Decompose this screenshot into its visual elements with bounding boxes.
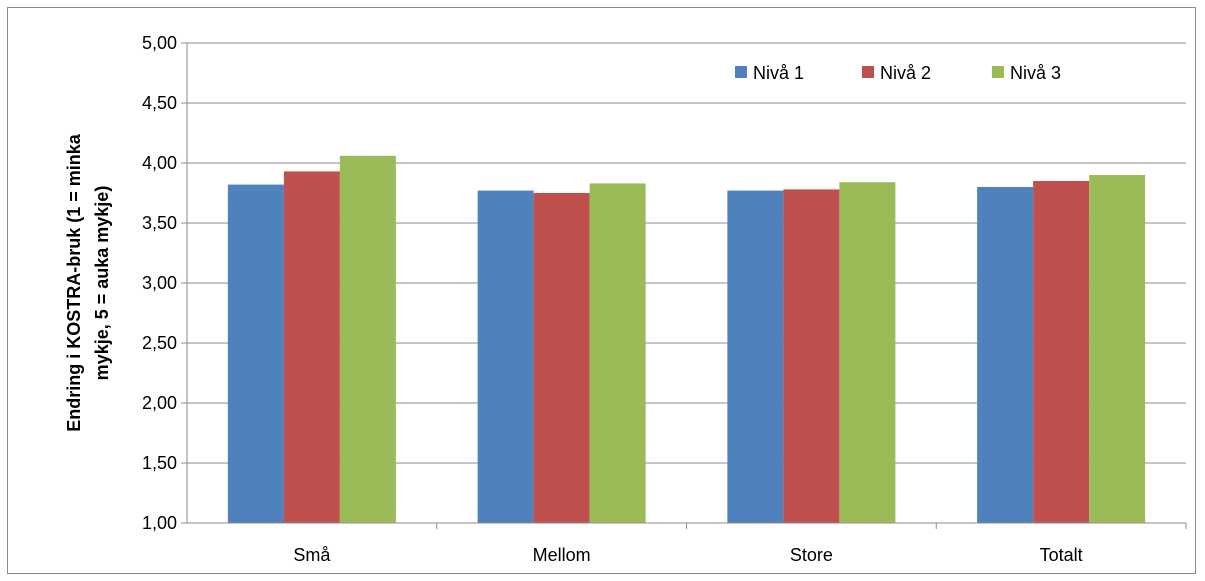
bar-nivå-2-totalt [1033, 181, 1090, 523]
y-tick-labels: 1,00 1,50 2,00 2,50 3,00 3,50 4,00 4,50 5,00 [142, 33, 177, 533]
y-tick-label: 5,00 [142, 33, 177, 53]
legend-label: Nivå 2 [880, 63, 931, 83]
y-tick-label: 1,50 [142, 453, 177, 473]
y-tick-label: 2,50 [142, 333, 177, 353]
y-axis-title-line: Endring i KOSTRA-bruk (1 = minka [64, 133, 84, 432]
bar-nivå-1-mellom [477, 190, 534, 523]
y-tick-label: 3,00 [142, 273, 177, 293]
y-axis-title-line: mykje, 5 = auka mykje) [92, 186, 112, 381]
x-tick-label: Mellom [533, 545, 591, 565]
bar-nivå-1-store [727, 190, 784, 523]
y-tick-label: 4,50 [142, 93, 177, 113]
x-tick-label: Totalt [1040, 545, 1083, 565]
y-axis-title: Endring i KOSTRA-bruk (1 = minka mykje, 5… [64, 133, 112, 432]
bars [227, 155, 1146, 524]
y-tick-label: 2,00 [142, 393, 177, 413]
bar-nivå-2-små [283, 171, 340, 523]
bar-nivå-2-store [783, 189, 840, 523]
x-tick-labels: Små Mellom Store Totalt [293, 545, 1082, 565]
bar-nivå-2-mellom [533, 193, 590, 523]
x-tick-label: Små [293, 545, 331, 565]
bar-nivå-3-totalt [1089, 175, 1146, 523]
y-tick-label: 4,00 [142, 153, 177, 173]
legend-swatch [735, 66, 747, 78]
bar-nivå-3-store [839, 182, 896, 523]
legend-label: Nivå 1 [753, 63, 804, 83]
legend-label: Nivå 3 [1010, 63, 1061, 83]
legend: Nivå 1 Nivå 2 Nivå 3 [735, 63, 1061, 83]
y-tick-label: 1,00 [142, 513, 177, 533]
axes [181, 42, 1187, 529]
bar-nivå-1-små [227, 184, 284, 523]
legend-swatch [862, 66, 874, 78]
y-tick-label: 3,50 [142, 213, 177, 233]
legend-swatch [992, 66, 1004, 78]
bar-nivå-1-totalt [977, 187, 1034, 523]
bar-nivå-3-mellom [589, 183, 646, 523]
x-tick-label: Store [790, 545, 833, 565]
bar-nivå-3-små [339, 155, 396, 524]
